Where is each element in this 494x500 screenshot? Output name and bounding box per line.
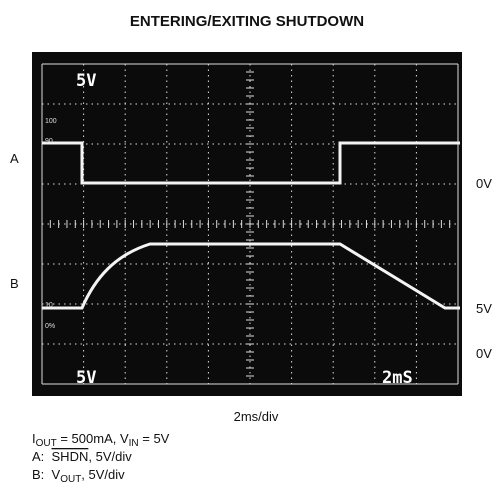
screen-label: 2mS	[382, 368, 413, 388]
note-text: = 5V	[139, 431, 170, 446]
scale-label: 100	[45, 118, 57, 125]
note-text: , 5V/div	[81, 467, 125, 482]
scale-label: 10	[45, 302, 53, 309]
note-text: A:	[32, 449, 52, 464]
scale-label: 0%	[45, 323, 55, 330]
note-sub: OUT	[60, 474, 81, 485]
note-sub: IN	[129, 438, 139, 449]
note-text: B: V	[32, 467, 61, 482]
side-label: 0V	[476, 176, 492, 191]
note-text: , 5V/div	[88, 449, 132, 464]
note-sub: OUT	[36, 438, 57, 449]
side-label: A	[10, 151, 19, 166]
title: ENTERING/EXITING SHUTDOWN	[130, 13, 364, 30]
side-label: 5V	[476, 301, 492, 316]
note-text: SHDN	[52, 449, 89, 464]
screen-label: 5V	[76, 368, 96, 388]
figure: ENTERING/EXITING SHUTDOWN 5V 5V 2mS 100 …	[0, 0, 494, 500]
note: A: SHDN, 5V/div	[32, 449, 132, 464]
x-caption: 2ms/div	[234, 409, 279, 424]
side-label: 0V	[476, 346, 492, 361]
note-text: = 500mA, V	[57, 431, 129, 446]
note: IOUT = 500mA, VIN = 5V	[32, 431, 170, 449]
side-label: B	[10, 276, 19, 291]
note: B: VOUT, 5V/div	[32, 467, 125, 485]
scale-label: 90	[45, 138, 53, 145]
screen-label: 5V	[76, 71, 96, 91]
